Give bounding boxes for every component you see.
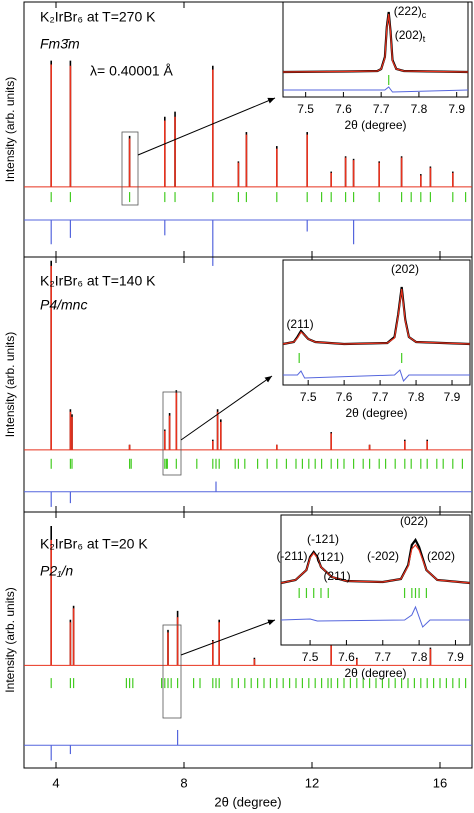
- zoom-arrow: [180, 619, 276, 656]
- difference-profile: [280, 605, 470, 628]
- peak-label: (121): [316, 550, 344, 564]
- zoom-box: [121, 131, 139, 206]
- x-tick-label: 8: [180, 775, 187, 790]
- inset-x-tick-label: 7.5: [300, 390, 317, 404]
- peak-label-sub: c: [422, 10, 427, 20]
- y-axis-label: Intensity (arb. units): [3, 332, 17, 437]
- x-tick-label: 4: [52, 775, 59, 790]
- inset-x-tick-label: 7.9: [444, 390, 461, 404]
- peak-label: (022): [400, 514, 428, 528]
- inset-x-axis-label: 2θ (degree): [344, 118, 406, 132]
- x-axis-label: 2θ (degree): [214, 794, 281, 809]
- annotation: K₂IrBr₆ at T=140 K: [40, 273, 156, 289]
- calculated-profile: [282, 13, 469, 73]
- peak-label-sub: t: [423, 34, 426, 44]
- annotation: P2₁/n: [40, 563, 73, 579]
- inset-frame: [282, 259, 471, 386]
- difference-profile: [283, 86, 469, 93]
- annotation: λ= 0.40001 Å: [90, 63, 174, 79]
- y-axis-label: Intensity (arb. units): [3, 587, 17, 692]
- zoom-arrow: [180, 375, 273, 441]
- calculated-profile: [280, 544, 471, 584]
- peak-label: (202): [391, 262, 419, 276]
- x-tick-label: 16: [433, 775, 447, 790]
- zoom-box: [162, 391, 182, 476]
- peak-label-text: (222): [394, 4, 422, 18]
- inset-x-tick-label: 7.5: [302, 650, 319, 664]
- inset-x-tick-label: 7.8: [408, 390, 425, 404]
- inset-x-tick-label: 7.6: [335, 102, 352, 116]
- zoom-box: [162, 624, 182, 719]
- inset-x-tick-label: 7.7: [374, 650, 391, 664]
- inset-x-axis-label: 2θ (degree): [344, 666, 406, 680]
- peak-label: (-211): [276, 549, 307, 563]
- inset-x-tick-label: 7.7: [373, 102, 390, 116]
- peak-label-text: (202): [395, 28, 423, 42]
- peak-label: (-121): [307, 532, 339, 546]
- inset-x-tick-label: 7.7: [372, 390, 389, 404]
- x-tick-label: 12: [305, 775, 319, 790]
- annotation: Fm3̄m: [40, 36, 80, 52]
- peak-label: (211): [286, 317, 313, 331]
- inset-x-axis-label: 2θ (degree): [345, 406, 407, 420]
- peak-label: (202)t: [395, 28, 426, 44]
- inset-x-tick-label: 7.6: [338, 650, 355, 664]
- inset-x-tick-label: 7.8: [411, 102, 428, 116]
- inset-x-tick-label: 7.6: [336, 390, 353, 404]
- peak-label: (-202): [367, 549, 399, 563]
- inset-x-tick-label: 7.9: [448, 102, 465, 116]
- annotation: K₂IrBr₆ at T=270 K: [40, 9, 156, 25]
- peak-label: (211): [323, 569, 350, 583]
- y-axis-label: Intensity (arb. units): [3, 77, 17, 182]
- inset-x-tick-label: 7.9: [447, 650, 464, 664]
- annotation: K₂IrBr₆ at T=20 K: [40, 536, 148, 552]
- difference-profile: [283, 369, 470, 382]
- inset-frame: [282, 1, 469, 98]
- peak-label: (222)c: [394, 4, 427, 20]
- plot-frame: [23, 511, 473, 769]
- calculated-profile: [282, 288, 471, 345]
- annotation: P4/mnc: [40, 297, 87, 313]
- inset-x-tick-label: 7.5: [297, 102, 314, 116]
- zoom-arrow: [137, 97, 276, 156]
- inset-x-tick-label: 7.8: [411, 650, 428, 664]
- peak-label: (202): [427, 549, 455, 563]
